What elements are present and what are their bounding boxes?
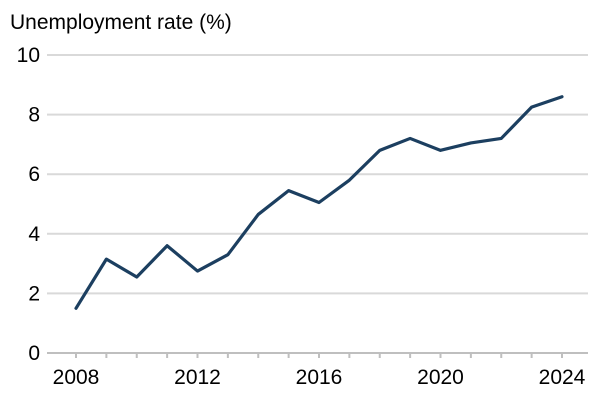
- y-tick-label-2: 2: [28, 282, 40, 305]
- x-tick-label-2012: 2012: [174, 366, 221, 389]
- x-tick-label-2020: 2020: [417, 366, 464, 389]
- y-tick-label-4: 4: [28, 223, 40, 246]
- y-tick-label-6: 6: [28, 163, 40, 186]
- x-tick-label-2024: 2024: [539, 366, 586, 389]
- y-tick-label-0: 0: [28, 342, 40, 365]
- x-tick-label-2008: 2008: [53, 366, 100, 389]
- gridlines: [47, 54, 588, 295]
- y-tick-label-10: 10: [17, 44, 40, 67]
- series-layer: [74, 95, 564, 310]
- x-tick-labels: 2008 2012 2016 2020 2024: [53, 366, 586, 389]
- x-ticks: [75, 353, 563, 358]
- x-tick-label-2016: 2016: [296, 366, 343, 389]
- y-axis-label: Unemployment rate (%): [10, 11, 232, 34]
- y-tick-label-8: 8: [28, 104, 40, 127]
- y-tick-labels: 0 2 4 6 8 10: [17, 44, 41, 365]
